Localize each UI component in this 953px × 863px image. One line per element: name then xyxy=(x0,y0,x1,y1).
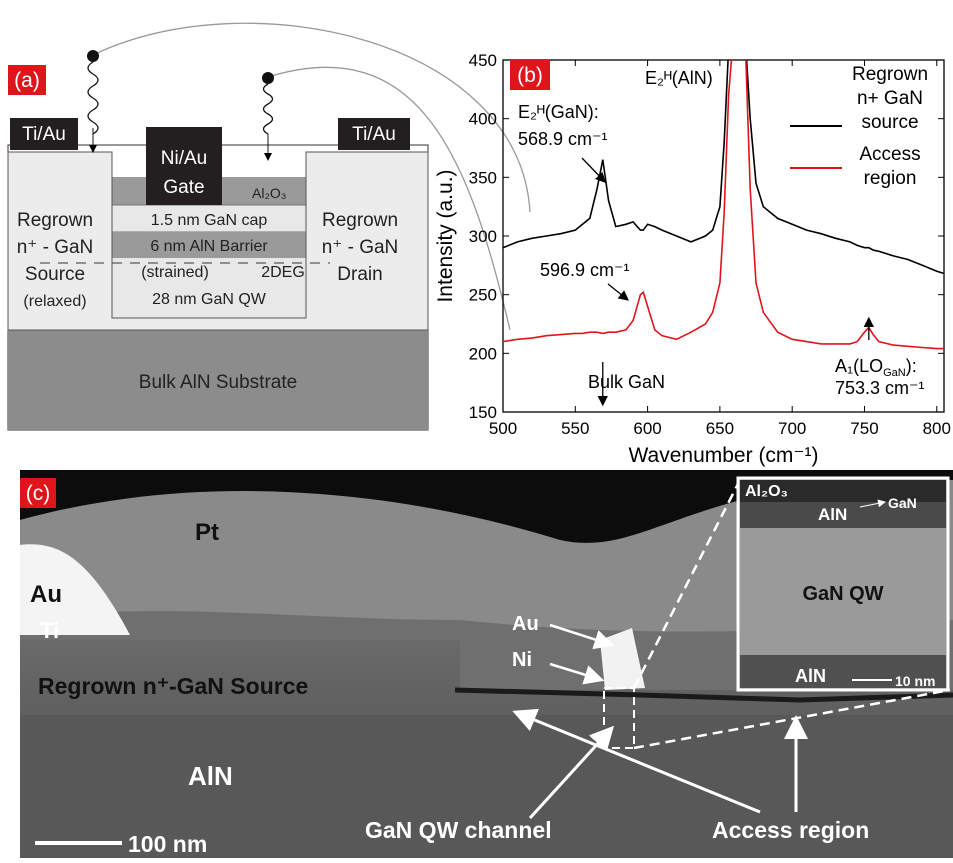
label: GaN xyxy=(888,495,917,511)
label: 10 nm xyxy=(895,673,935,689)
label: Bulk AlN Substrate xyxy=(139,372,297,393)
label: GaN QW xyxy=(802,583,883,605)
panel-c: Al₂O₃ GaN AlN GaN QW AlN 10 nm (c) Pt Au… xyxy=(20,470,953,858)
annotation-part: A₁(LO xyxy=(835,356,883,376)
label: 2DEG xyxy=(261,264,305,281)
annotation: 753.3 cm⁻¹ xyxy=(835,378,925,398)
y-axis-label: Intensity (a.u.) xyxy=(434,169,457,302)
x-tick-label: 550 xyxy=(561,419,589,438)
label: Ti/Au xyxy=(352,124,396,145)
label: Al₂O₃ xyxy=(252,185,286,201)
annotation-arrow xyxy=(608,284,628,300)
panel-label: (c) xyxy=(26,482,51,505)
x-tick-label: 700 xyxy=(778,419,806,438)
label: AlN xyxy=(818,505,847,524)
label: Ni xyxy=(512,649,532,671)
annotation: 596.9 cm⁻¹ xyxy=(540,260,630,280)
label: 6 nm AlN Barrier xyxy=(150,238,268,255)
label: (strained) xyxy=(141,264,209,281)
x-tick-label: 600 xyxy=(633,419,661,438)
label: Ti xyxy=(40,618,59,643)
label: GaN QW channel xyxy=(365,817,552,843)
panel-label: (b) xyxy=(517,64,543,87)
annotation: E₂ᴴ(GaN): xyxy=(518,102,599,122)
label: Pt xyxy=(195,519,219,546)
annotation: E₂ᴴ(AlN) xyxy=(645,68,713,88)
figure: Ti/Au Ti/Au Ni/Au Gate Al₂O₃ 1.5 nm GaN … xyxy=(0,0,953,858)
annotation: Bulk GaN xyxy=(588,372,665,392)
label: n⁺ - GaN xyxy=(322,237,399,258)
label: Drain xyxy=(337,264,382,285)
y-tick-label: 350 xyxy=(469,168,497,187)
label: AlN xyxy=(188,761,233,791)
x-tick-label: 750 xyxy=(850,419,878,438)
annotation-part: ): xyxy=(906,356,917,376)
label: Al₂O₃ xyxy=(745,483,788,500)
label: Regrown n⁺-GaN Source xyxy=(38,673,308,699)
label: Regrown xyxy=(17,210,93,231)
label: Gate xyxy=(163,177,204,198)
panel-label: (a) xyxy=(14,69,40,92)
annotation: 568.9 cm⁻¹ xyxy=(518,129,608,149)
x-axis-label: Wavenumber (cm⁻¹) xyxy=(629,444,819,467)
label: Source xyxy=(25,264,85,285)
x-tick-label: 650 xyxy=(706,419,734,438)
y-tick-label: 450 xyxy=(469,51,497,70)
x-tick-label: 500 xyxy=(489,419,517,438)
label: Regrown xyxy=(322,210,398,231)
y-tick-label: 400 xyxy=(469,110,497,129)
label: Au xyxy=(30,581,62,608)
label: 28 nm GaN QW xyxy=(152,291,267,308)
y-tick-label: 200 xyxy=(469,344,497,363)
label: Access region xyxy=(712,817,869,843)
label: (relaxed) xyxy=(23,293,86,310)
label: AlN xyxy=(795,666,826,686)
x-tick-label: 800 xyxy=(923,419,951,438)
label: 100 nm xyxy=(128,831,207,857)
label: 1.5 nm GaN cap xyxy=(151,212,268,229)
label: Au xyxy=(512,613,539,635)
label: Ti/Au xyxy=(22,124,66,145)
annotation: A₁(LOGaN): xyxy=(835,356,917,379)
label: Ni/Au xyxy=(161,148,207,169)
y-tick-label: 250 xyxy=(469,286,497,305)
label: n⁺ - GaN xyxy=(17,237,94,258)
y-tick-label: 300 xyxy=(469,227,497,246)
